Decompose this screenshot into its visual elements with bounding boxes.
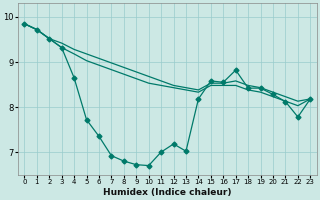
X-axis label: Humidex (Indice chaleur): Humidex (Indice chaleur)	[103, 188, 232, 197]
